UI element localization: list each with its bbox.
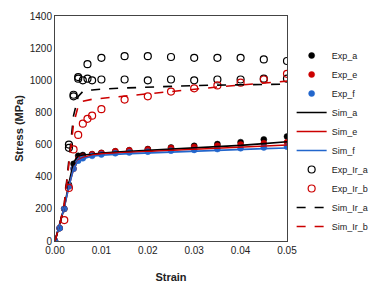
svg-text:0.05: 0.05 bbox=[277, 245, 297, 256]
svg-text:0.02: 0.02 bbox=[138, 245, 158, 256]
svg-text:Exp_Ir_a: Exp_Ir_a bbox=[332, 165, 368, 175]
svg-text:0.03: 0.03 bbox=[184, 245, 204, 256]
svg-text:Sim_a: Sim_a bbox=[332, 108, 358, 118]
svg-text:Exp_f: Exp_f bbox=[332, 89, 356, 99]
svg-text:Strain: Strain bbox=[155, 271, 186, 283]
svg-text:0.00: 0.00 bbox=[45, 245, 65, 256]
svg-text:Exp_a: Exp_a bbox=[332, 51, 358, 61]
svg-text:200: 200 bbox=[35, 203, 52, 214]
svg-text:1400: 1400 bbox=[30, 11, 53, 22]
svg-text:Sim_f: Sim_f bbox=[332, 146, 356, 156]
svg-text:Sim_Ir_a: Sim_Ir_a bbox=[332, 203, 368, 213]
svg-text:800: 800 bbox=[35, 107, 52, 118]
svg-text:0.01: 0.01 bbox=[92, 245, 112, 256]
svg-text:0: 0 bbox=[46, 236, 52, 247]
svg-text:Exp_Ir_b: Exp_Ir_b bbox=[332, 184, 368, 194]
svg-text:Exp_e: Exp_e bbox=[332, 70, 358, 80]
svg-text:Sim_Ir_b: Sim_Ir_b bbox=[332, 222, 368, 232]
svg-text:0.04: 0.04 bbox=[231, 245, 251, 256]
svg-text:600: 600 bbox=[35, 139, 52, 150]
svg-text:1200: 1200 bbox=[30, 43, 53, 54]
svg-text:1000: 1000 bbox=[30, 75, 53, 86]
svg-text:400: 400 bbox=[35, 171, 52, 182]
svg-text:Stress (MPa): Stress (MPa) bbox=[13, 95, 25, 162]
svg-text:Sim_e: Sim_e bbox=[332, 127, 358, 137]
